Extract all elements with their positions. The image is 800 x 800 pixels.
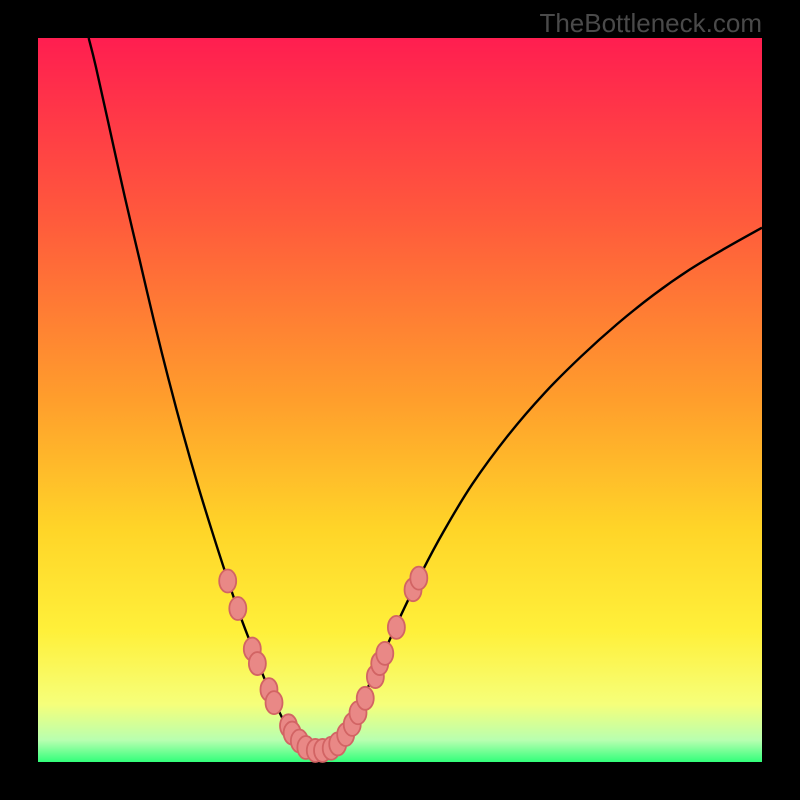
plot-area — [38, 38, 762, 762]
stage: TheBottleneck.com — [0, 0, 800, 800]
watermark-text: TheBottleneck.com — [539, 8, 762, 39]
